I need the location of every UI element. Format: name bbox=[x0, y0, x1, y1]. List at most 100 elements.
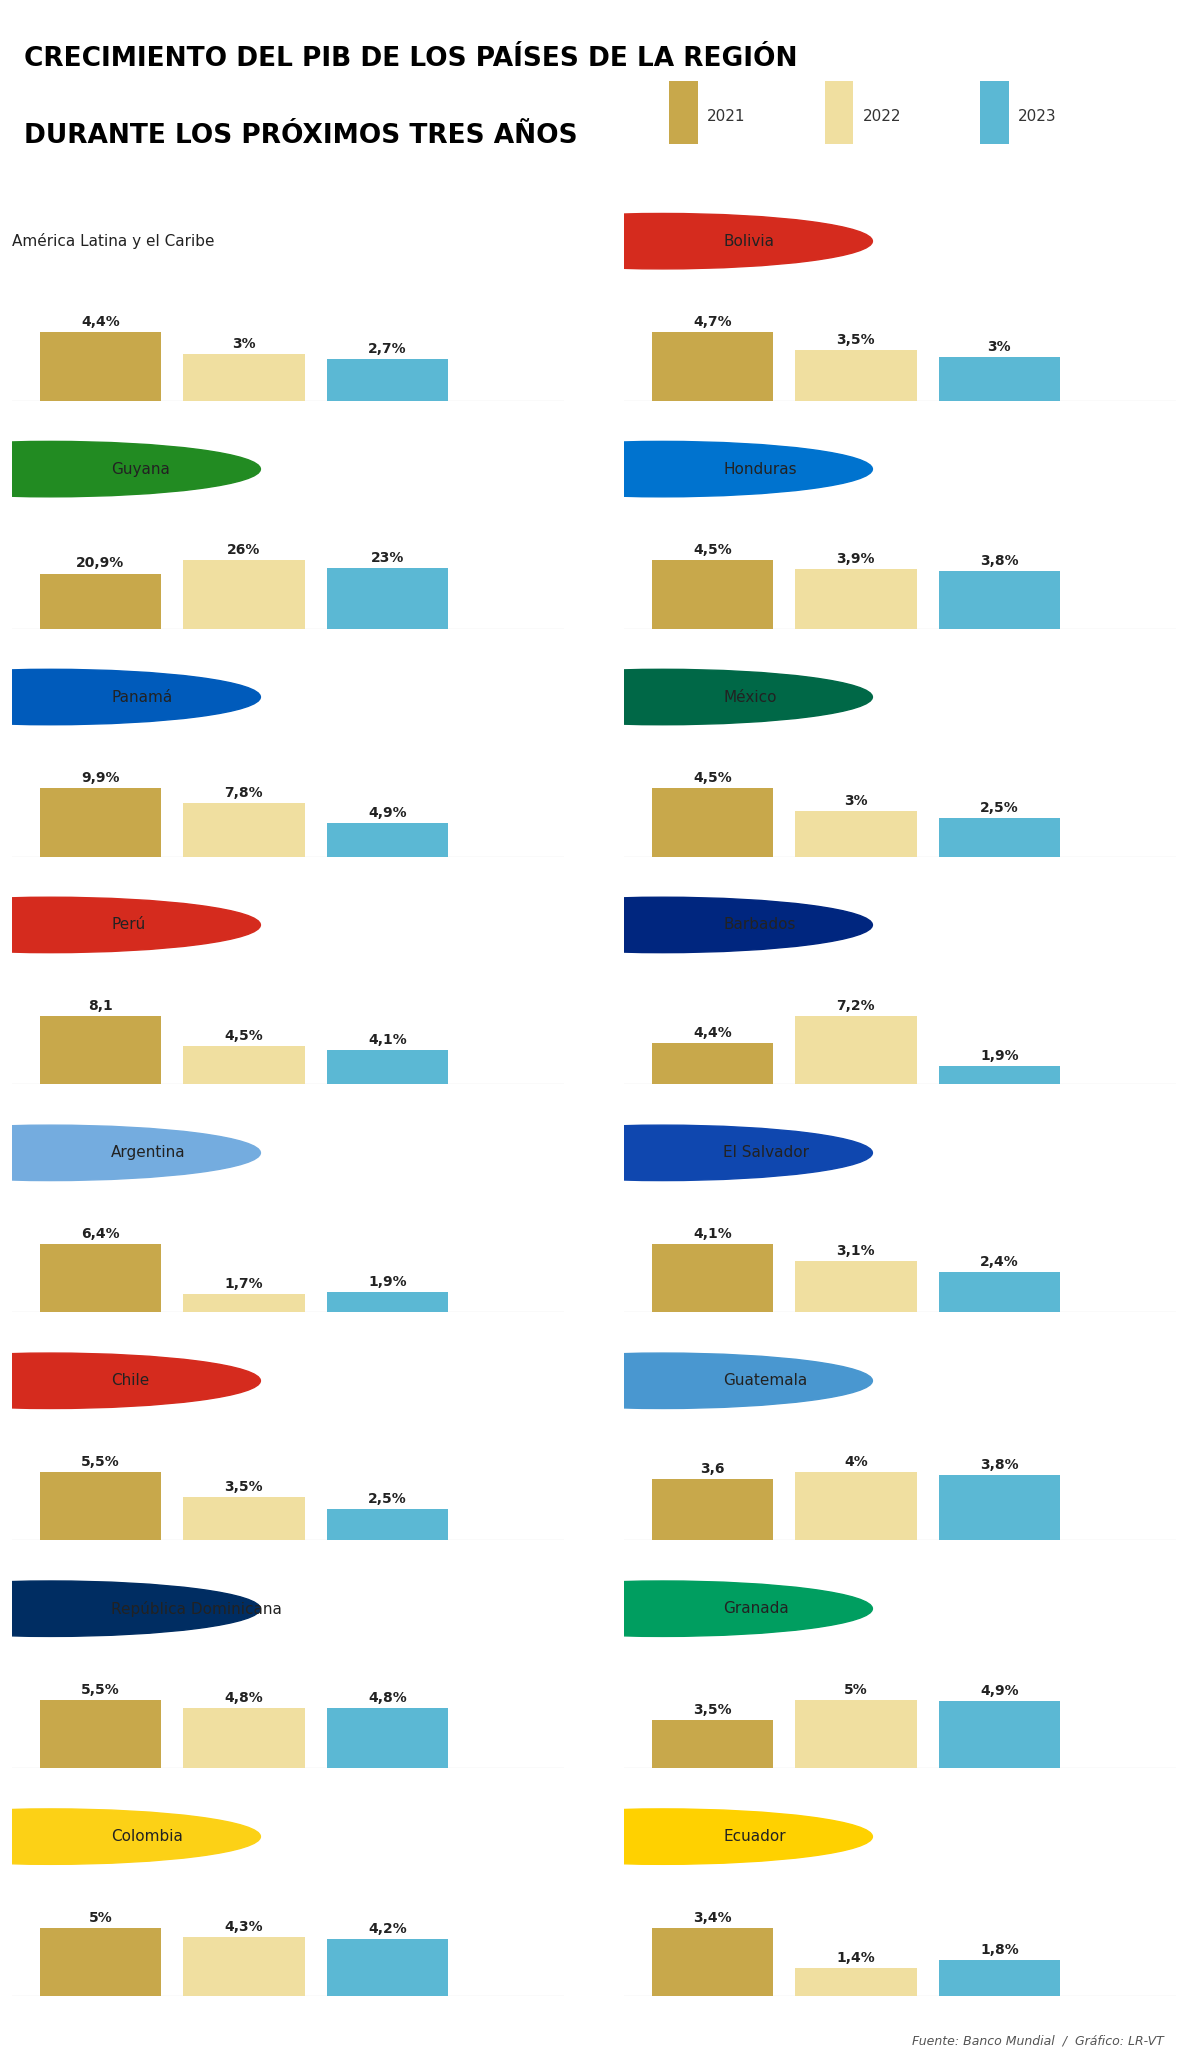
Circle shape bbox=[452, 441, 872, 497]
Bar bbox=[40, 1927, 161, 1995]
Text: 7,8%: 7,8% bbox=[224, 785, 263, 800]
Bar bbox=[40, 574, 161, 628]
Circle shape bbox=[452, 897, 872, 953]
Bar bbox=[652, 1042, 773, 1084]
Text: CRECIMIENTO DEL PIB DE LOS PAÍSES DE LA REGIÓN: CRECIMIENTO DEL PIB DE LOS PAÍSES DE LA … bbox=[24, 46, 798, 73]
Bar bbox=[326, 568, 448, 628]
Bar bbox=[938, 1960, 1060, 1995]
Text: Granada: Granada bbox=[724, 1602, 790, 1616]
Text: 1,8%: 1,8% bbox=[980, 1944, 1019, 1956]
Bar bbox=[652, 1927, 773, 1995]
Text: Fuente: Banco Mundial  /  Gráfico: LR-VT: Fuente: Banco Mundial / Gráfico: LR-VT bbox=[912, 2035, 1164, 2047]
Text: 4,3%: 4,3% bbox=[224, 1921, 263, 1933]
Text: 4,7%: 4,7% bbox=[694, 315, 732, 329]
Text: 3,5%: 3,5% bbox=[694, 1703, 732, 1718]
Bar bbox=[40, 1015, 161, 1084]
Bar bbox=[40, 1699, 161, 1767]
Text: Barbados: Barbados bbox=[724, 918, 796, 932]
Bar bbox=[938, 818, 1060, 856]
Text: 5,5%: 5,5% bbox=[80, 1682, 120, 1697]
Bar bbox=[184, 1046, 305, 1084]
Bar bbox=[796, 1260, 917, 1312]
Bar bbox=[796, 810, 917, 856]
FancyBboxPatch shape bbox=[824, 81, 853, 145]
Text: 20,9%: 20,9% bbox=[76, 557, 125, 570]
Text: 3,5%: 3,5% bbox=[224, 1479, 263, 1494]
Text: 4,9%: 4,9% bbox=[368, 806, 407, 821]
Text: 6,4%: 6,4% bbox=[82, 1227, 120, 1241]
Bar bbox=[796, 350, 917, 400]
FancyBboxPatch shape bbox=[670, 81, 698, 145]
Bar bbox=[652, 787, 773, 856]
Text: Bolivia: Bolivia bbox=[724, 234, 774, 249]
Text: 4,4%: 4,4% bbox=[80, 315, 120, 329]
FancyBboxPatch shape bbox=[980, 81, 1009, 145]
Bar bbox=[938, 1067, 1060, 1084]
Bar bbox=[326, 823, 448, 856]
Bar bbox=[184, 1709, 305, 1767]
Bar bbox=[796, 1699, 917, 1767]
Bar bbox=[326, 1939, 448, 1995]
Text: 23%: 23% bbox=[371, 551, 404, 566]
Text: 26%: 26% bbox=[227, 543, 260, 557]
Text: 2023: 2023 bbox=[1018, 108, 1057, 124]
Text: Chile: Chile bbox=[112, 1374, 150, 1388]
Bar bbox=[326, 1293, 448, 1312]
Circle shape bbox=[0, 1581, 260, 1637]
Bar bbox=[40, 332, 161, 400]
Text: 3,5%: 3,5% bbox=[836, 334, 875, 346]
Bar bbox=[938, 570, 1060, 628]
Bar bbox=[326, 1508, 448, 1539]
Text: Argentina: Argentina bbox=[112, 1146, 186, 1160]
Text: 4,8%: 4,8% bbox=[224, 1691, 263, 1705]
Circle shape bbox=[0, 897, 260, 953]
Bar bbox=[796, 1968, 917, 1995]
Bar bbox=[184, 559, 305, 628]
Bar bbox=[184, 1496, 305, 1539]
Bar bbox=[938, 1475, 1060, 1539]
Text: 2,4%: 2,4% bbox=[980, 1256, 1019, 1270]
Text: México: México bbox=[724, 690, 776, 704]
Text: 4,4%: 4,4% bbox=[692, 1026, 732, 1040]
Bar bbox=[652, 1720, 773, 1767]
Text: 4%: 4% bbox=[844, 1455, 868, 1469]
Bar bbox=[184, 1937, 305, 1995]
Circle shape bbox=[0, 441, 260, 497]
Text: 3%: 3% bbox=[844, 794, 868, 808]
Bar bbox=[652, 1243, 773, 1312]
Text: 3%: 3% bbox=[988, 340, 1012, 354]
Text: 3,4%: 3,4% bbox=[694, 1910, 732, 1925]
Text: 4,5%: 4,5% bbox=[224, 1030, 263, 1044]
Bar bbox=[652, 559, 773, 628]
Circle shape bbox=[0, 669, 260, 725]
Bar bbox=[184, 354, 305, 400]
Text: 3,8%: 3,8% bbox=[980, 1459, 1019, 1471]
Text: 2,5%: 2,5% bbox=[980, 802, 1019, 816]
Text: 4,8%: 4,8% bbox=[368, 1691, 407, 1705]
Text: 4,5%: 4,5% bbox=[692, 543, 732, 557]
Bar bbox=[796, 1471, 917, 1539]
Bar bbox=[326, 1709, 448, 1767]
Text: 1,4%: 1,4% bbox=[836, 1952, 875, 1964]
Text: 2,5%: 2,5% bbox=[368, 1492, 407, 1506]
Circle shape bbox=[0, 1809, 260, 1865]
Text: América Latina y el Caribe: América Latina y el Caribe bbox=[12, 234, 215, 249]
Bar bbox=[326, 1051, 448, 1084]
Text: República Dominicana: República Dominicana bbox=[112, 1602, 282, 1616]
Bar bbox=[40, 787, 161, 856]
Text: 3,6: 3,6 bbox=[700, 1461, 725, 1475]
Text: Perú: Perú bbox=[112, 918, 145, 932]
Text: 1,7%: 1,7% bbox=[224, 1276, 263, 1291]
Text: 5,5%: 5,5% bbox=[80, 1455, 120, 1469]
Bar bbox=[184, 802, 305, 856]
Text: 8,1: 8,1 bbox=[88, 999, 113, 1013]
Bar bbox=[796, 570, 917, 628]
Text: 4,9%: 4,9% bbox=[980, 1685, 1019, 1699]
Circle shape bbox=[452, 669, 872, 725]
Bar bbox=[938, 1701, 1060, 1767]
Text: DURANTE LOS PRÓXIMOS TRES AÑOS: DURANTE LOS PRÓXIMOS TRES AÑOS bbox=[24, 122, 577, 149]
Text: Honduras: Honduras bbox=[724, 462, 797, 477]
Text: 3,8%: 3,8% bbox=[980, 553, 1019, 568]
Text: 1,9%: 1,9% bbox=[368, 1274, 407, 1289]
Circle shape bbox=[452, 213, 872, 269]
